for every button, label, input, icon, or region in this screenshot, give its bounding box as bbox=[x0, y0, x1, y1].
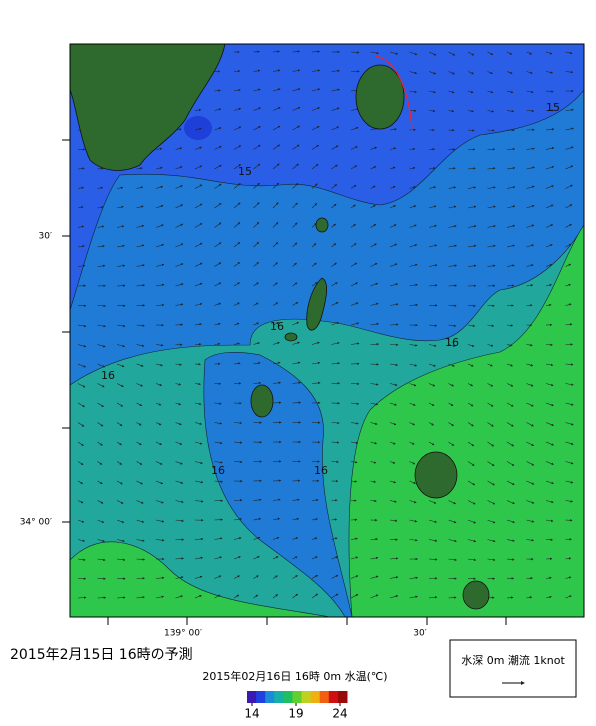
miyakejima bbox=[415, 452, 457, 498]
colorbar-cell bbox=[329, 691, 339, 703]
subtitle: 2015年02月16日 16時 0m 水温(℃) bbox=[202, 669, 387, 683]
colorbar-tick-label: 19 bbox=[288, 707, 303, 721]
colorbar-cell bbox=[302, 691, 312, 703]
colorbar-cell bbox=[338, 691, 348, 703]
title: 2015年2月15日 16時の予測 bbox=[10, 647, 193, 663]
lat-label: 30′ bbox=[39, 232, 53, 242]
lon-label: 30′ bbox=[413, 629, 427, 639]
contour-label: 16 bbox=[445, 336, 459, 349]
colorbar-cell bbox=[320, 691, 330, 703]
toshima bbox=[316, 218, 328, 232]
lon-label: 139° 00′ bbox=[164, 629, 202, 639]
contour-label: 15 bbox=[546, 101, 560, 114]
contour-label: 16 bbox=[314, 464, 328, 477]
shikinejima bbox=[285, 333, 297, 341]
colorbar-cell bbox=[265, 691, 275, 703]
contour-label: 16 bbox=[270, 320, 284, 333]
kozushima bbox=[251, 385, 273, 417]
contour-label: 16 bbox=[211, 464, 225, 477]
map-area bbox=[70, 44, 584, 617]
mikurajima bbox=[463, 581, 489, 609]
colorbar-cell bbox=[283, 691, 293, 703]
oshima bbox=[356, 65, 404, 129]
colorbar-tick-label: 14 bbox=[244, 707, 259, 721]
contour-label: 15 bbox=[238, 165, 252, 178]
lat-label: 34° 00′ bbox=[20, 518, 52, 528]
legend-label: 水深 0m 潮流 1knot bbox=[461, 653, 565, 667]
colorbar-cell bbox=[247, 691, 257, 703]
colorbar-cell bbox=[256, 691, 266, 703]
colorbar-cell bbox=[274, 691, 284, 703]
cold-spot bbox=[184, 116, 212, 140]
colorbar-cell bbox=[292, 691, 302, 703]
contour-label: 16 bbox=[101, 369, 115, 382]
legend-box bbox=[450, 640, 576, 697]
colorbar-cell bbox=[311, 691, 321, 703]
colorbar-tick-label: 24 bbox=[332, 707, 347, 721]
colorbar: 14 19 24 bbox=[244, 691, 347, 721]
